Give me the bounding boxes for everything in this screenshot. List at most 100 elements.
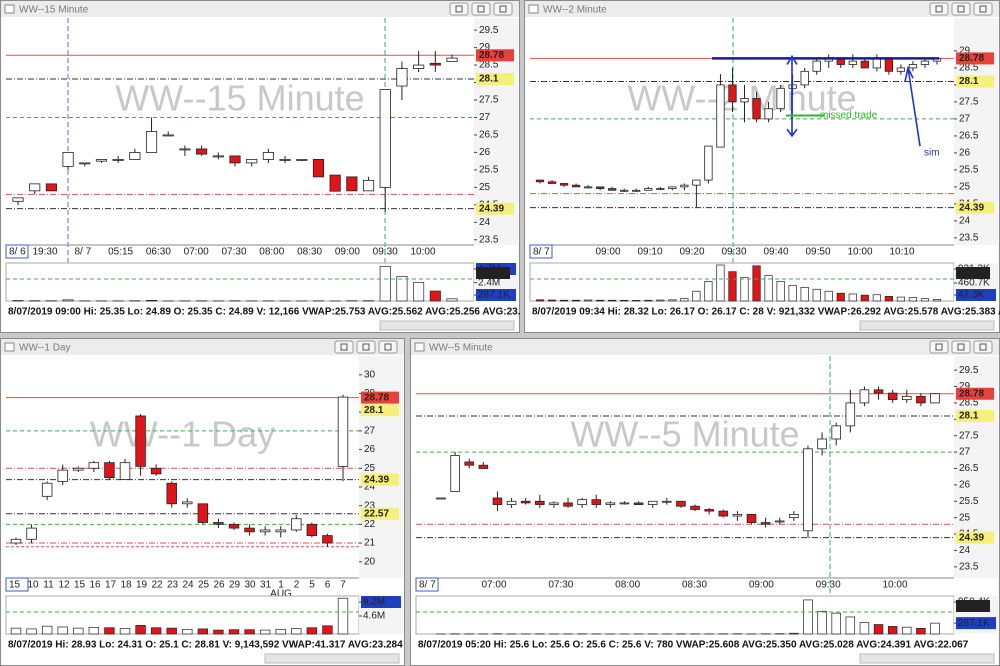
date-tab	[5, 244, 29, 259]
volume-pane	[415, 595, 955, 635]
candle-body	[774, 520, 785, 523]
y-tick-label: 28.5	[959, 63, 979, 74]
candle-body	[887, 392, 898, 401]
volume-bar	[429, 290, 441, 302]
minimize-button[interactable]	[334, 340, 354, 354]
y-tick-label: 29.5	[959, 365, 979, 376]
candle-body	[492, 497, 503, 505]
volume-tick-label: 287.1K	[478, 290, 510, 301]
candle-body	[379, 89, 391, 188]
volume-tag	[956, 289, 996, 301]
window-title: WW--5 Minute	[429, 343, 493, 354]
x-tick-label: 08:30	[682, 580, 707, 591]
volume-bar	[547, 299, 557, 302]
price-tag	[956, 75, 994, 88]
volume-tag	[956, 617, 996, 630]
candle-body	[859, 389, 870, 404]
y-tick-label: 22	[364, 519, 376, 530]
volume-bar	[62, 299, 74, 302]
x-tick-label: 11	[43, 580, 54, 591]
title-bar	[411, 339, 999, 355]
volume-bar	[908, 297, 918, 302]
close-button-glyph	[499, 5, 507, 13]
candle-body	[563, 502, 573, 507]
candle-body	[129, 152, 141, 160]
candle-body	[150, 467, 162, 475]
minimize-button[interactable]	[449, 2, 469, 16]
x-tick-label: 7	[340, 580, 346, 591]
candle-body	[213, 522, 224, 525]
maximize-button[interactable]	[951, 2, 971, 16]
candle-body	[644, 188, 653, 191]
volume-bar	[57, 626, 68, 635]
minimize-button-glyph	[935, 343, 943, 351]
candle-body	[620, 189, 629, 192]
drawn-arrow	[786, 84, 798, 138]
maximize-button[interactable]	[356, 340, 376, 354]
close-button[interactable]	[973, 2, 993, 16]
x-tick-label: 07:30	[548, 580, 573, 591]
minimize-button[interactable]	[929, 340, 949, 354]
y-tick-label: 23	[364, 500, 376, 511]
volume-tick-label: 2.4M	[478, 277, 500, 288]
candle-body	[633, 502, 644, 505]
scrollbar[interactable]	[859, 653, 995, 664]
close-button[interactable]	[378, 340, 398, 354]
date-tab-label: 8/ 7	[419, 580, 436, 591]
price-tag-label: 28.1	[959, 76, 979, 87]
y-tick-label: 25	[959, 182, 971, 193]
candle-body	[535, 500, 545, 505]
minimize-button[interactable]	[929, 2, 949, 16]
indicator-tag-label: 66.99	[958, 268, 983, 279]
volume-bar	[608, 299, 617, 302]
y-tick-label: 27	[479, 112, 491, 123]
annotation: missed trade	[820, 110, 878, 121]
x-tick-label: 16	[89, 580, 101, 591]
candle-body	[571, 184, 581, 188]
volume-bar	[884, 295, 893, 302]
close-button[interactable]	[493, 2, 513, 16]
minimize-button-glyph	[455, 5, 463, 13]
price-tag-label: 28.1	[959, 411, 979, 422]
y-tick-label: 24	[959, 216, 971, 227]
y-tick-label: 25	[479, 182, 491, 193]
x-tick-label: 09:00	[749, 580, 774, 591]
volume-bar	[704, 281, 713, 302]
watermark: WW--2 Minute	[627, 78, 856, 119]
volume-bar	[396, 276, 408, 302]
window-icon	[4, 342, 15, 352]
scrollbar[interactable]	[264, 653, 400, 664]
y-tick-label: 29	[959, 46, 971, 57]
candle-body	[520, 500, 531, 504]
candle-body	[800, 70, 809, 86]
scrollbar[interactable]	[379, 320, 515, 331]
volume-bar	[872, 294, 881, 302]
status-bar: 8/07/2019 09:00 Hi: 25.35 Lo: 24.89 O: 2…	[8, 307, 564, 318]
y-tick-label: 25.5	[959, 165, 979, 176]
candle-body	[776, 87, 785, 110]
drawn-arrow	[904, 65, 921, 147]
candle-body	[10, 538, 22, 544]
candle-body	[312, 159, 325, 178]
price-tag	[956, 52, 994, 65]
scrollbar[interactable]	[859, 320, 995, 331]
candle-body	[413, 64, 425, 69]
indicator-tag-label: 72.27	[958, 601, 983, 612]
volume-bar	[873, 624, 884, 635]
maximize-button[interactable]	[471, 2, 491, 16]
volume-bar	[337, 597, 349, 635]
volume-bar	[259, 629, 271, 635]
volume-bar	[228, 629, 240, 635]
volume-bar	[41, 625, 53, 635]
maximize-button[interactable]	[951, 340, 971, 354]
candle-body	[262, 152, 274, 160]
close-button[interactable]	[973, 340, 993, 354]
candle-body	[166, 482, 177, 505]
volume-bar	[776, 281, 785, 302]
volume-bar	[379, 266, 391, 302]
volume-tick-label: 4.6M	[363, 611, 385, 622]
y-tick-label: 29	[959, 381, 971, 392]
x-tick-label: 07:00	[481, 580, 506, 591]
y-tick-label: 27.5	[959, 430, 979, 441]
candle-body	[591, 499, 602, 505]
